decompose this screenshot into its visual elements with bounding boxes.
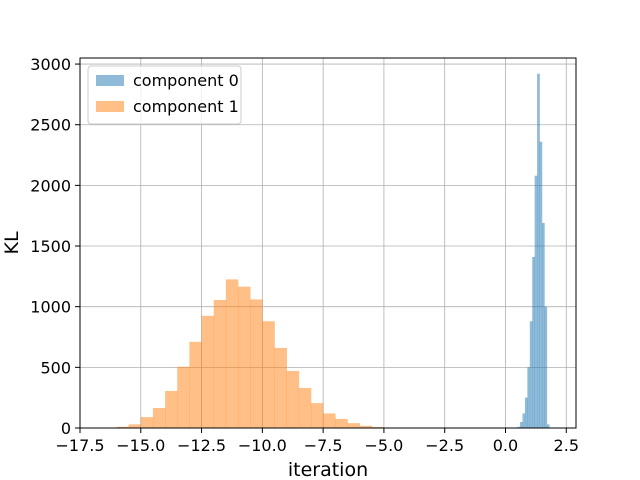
legend: component 0 component 1	[87, 65, 242, 125]
histogram-bar-component-0	[529, 321, 533, 428]
x-tick-label: −2.5	[425, 436, 464, 455]
x-tick-label: −7.5	[304, 436, 343, 455]
histogram-bar-component-1	[250, 299, 263, 428]
x-tick-label: −5.0	[364, 436, 403, 455]
histogram-bar-component-0	[541, 222, 545, 428]
histogram-bar-component-0	[537, 73, 540, 428]
histogram-bar-component-0	[520, 421, 523, 428]
histogram-bar-component-0	[544, 306, 548, 428]
histogram-bar-component-0	[522, 413, 526, 428]
histogram-bar-component-1	[165, 391, 178, 428]
histogram-bar-component-1	[359, 425, 373, 428]
histogram-bar-component-1	[238, 286, 251, 428]
histogram-bar-component-1	[213, 300, 227, 428]
histogram-bar-component-1	[286, 370, 300, 428]
y-axis-label: KL	[1, 231, 23, 254]
grid-layer	[79, 58, 576, 429]
histogram-bar-component-1	[335, 418, 348, 428]
histogram-bar-component-1	[177, 366, 190, 428]
y-tick-label: 2500	[30, 116, 71, 135]
y-tick-label: 3000	[30, 55, 71, 74]
ticks-layer: −17.5 −15.0 −12.5 −10.0 −7.5 −5.0 −2.5 0.0 2.5 0 5…	[30, 55, 579, 455]
histogram-bar-component-1	[323, 413, 336, 428]
histogram-bar-component-1	[116, 426, 129, 428]
histogram-bar-component-0	[534, 175, 538, 428]
histogram-bar-component-1	[152, 407, 166, 428]
legend-label-component-1: component 1	[133, 97, 239, 116]
histogram-bar-component-0	[532, 256, 535, 428]
histogram-bar-component-1	[347, 423, 360, 428]
y-tick-label: 1500	[30, 237, 71, 256]
x-axis-label: iteration	[288, 459, 368, 480]
legend-box	[87, 65, 242, 125]
bars-layer	[116, 73, 550, 428]
histogram-bar-component-0	[527, 367, 531, 428]
histogram-bar-component-0	[517, 426, 521, 428]
histogram-bar-component-1	[140, 417, 154, 428]
plot-frame	[79, 57, 577, 429]
histogram-bar-component-1	[274, 347, 287, 428]
y-tick-label: 0	[61, 419, 71, 438]
y-tick-label: 2000	[30, 176, 71, 195]
y-tick-label: 1000	[30, 298, 71, 317]
histogram-bar-component-1	[298, 387, 312, 428]
histogram-bar-component-1	[189, 341, 202, 428]
histogram-bar-component-0	[524, 397, 528, 428]
x-tick-label: −15.0	[116, 436, 165, 455]
y-tick-label: 500	[40, 358, 71, 377]
histogram-bar-component-1	[128, 424, 142, 428]
x-tick-label: −10.0	[238, 436, 287, 455]
histogram-bar-component-1	[201, 315, 215, 428]
histogram-bar-component-0	[546, 424, 550, 428]
x-tick-label: −17.5	[55, 436, 104, 455]
legend-swatch-component-1	[96, 101, 124, 112]
histogram-bar-component-1	[310, 403, 324, 428]
histogram-bar-component-1	[262, 321, 275, 428]
x-tick-label: 0.0	[493, 436, 518, 455]
x-tick-label: −12.5	[177, 436, 226, 455]
x-tick-label: 2.5	[554, 436, 579, 455]
histogram-bar-component-1	[225, 279, 239, 428]
legend-label-component-0: component 0	[133, 71, 239, 90]
legend-swatch-component-0	[96, 75, 124, 86]
histogram-bar-component-0	[539, 141, 543, 428]
